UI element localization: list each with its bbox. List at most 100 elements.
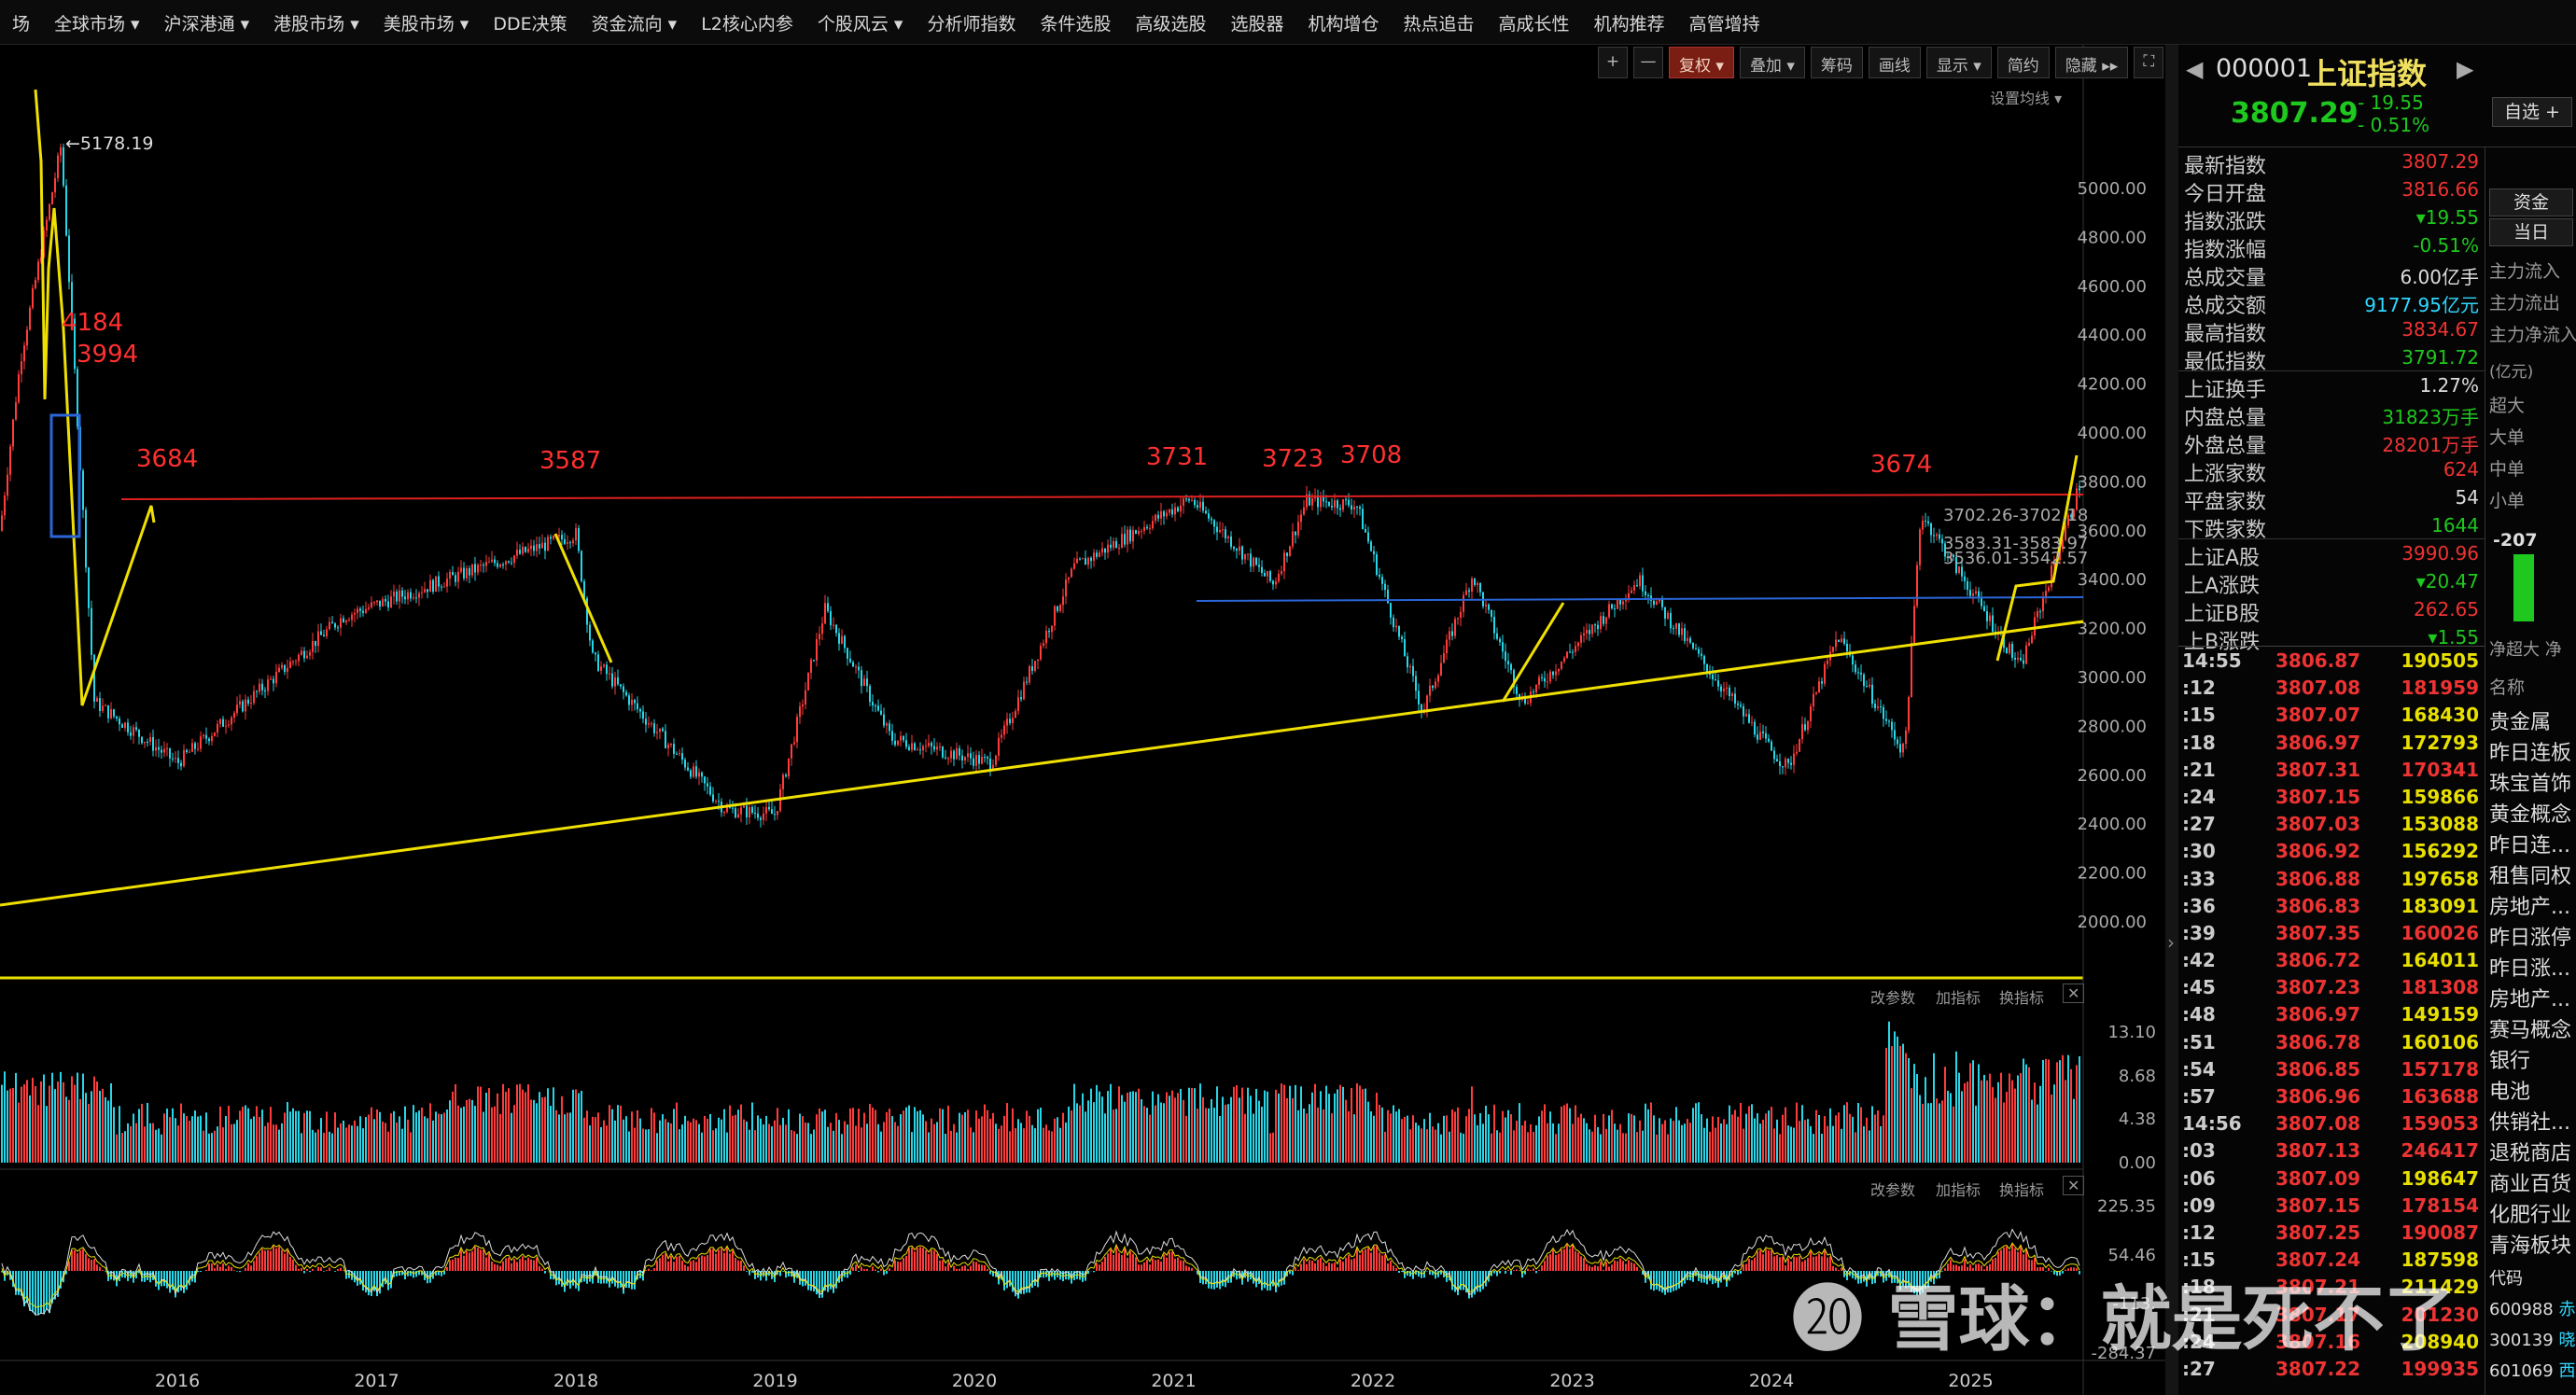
macd-bar	[1981, 1265, 1982, 1271]
kline-candle-body	[729, 807, 731, 809]
macd-switch-indicator[interactable]: 换指标	[1999, 1181, 2045, 1199]
top-menu-item[interactable]: 资金流向 ▾	[591, 13, 678, 35]
top-menu-item[interactable]: 港股市场 ▾	[273, 13, 359, 35]
volume-bar	[1040, 1108, 1042, 1163]
volume-bar	[1600, 1134, 1602, 1163]
top-menu-item[interactable]: 场	[12, 13, 31, 35]
code-item[interactable]: 601069 西	[2489, 1358, 2575, 1382]
top-menu-item[interactable]: 选股器	[1230, 13, 1284, 35]
sector-item[interactable]: 租售同权	[2489, 865, 2572, 888]
add-watchlist-button[interactable]: 自选 +	[2492, 97, 2572, 127]
top-menu-item[interactable]: 机构推荐	[1593, 13, 1665, 35]
next-stock-icon[interactable]: ▶	[2457, 56, 2474, 82]
sector-item[interactable]: 商业百货	[2489, 1173, 2572, 1196]
macd-bar	[729, 1253, 731, 1271]
macd-change-param[interactable]: 改参数	[1870, 1181, 1916, 1199]
fuquan-button[interactable]: 复权 ▾	[1669, 47, 1734, 78]
vol-change-param[interactable]: 改参数	[1870, 989, 1916, 1007]
sector-item[interactable]: 昨日涨...	[2489, 957, 2570, 981]
top-menu-item[interactable]: DDE决策	[493, 13, 567, 35]
ma-setting-link[interactable]: 设置均线 ▾	[1990, 90, 2063, 107]
volume-bar	[1373, 1115, 1375, 1163]
panel-splitter[interactable]: ›	[2165, 45, 2178, 1395]
kline-candle-body	[1421, 704, 1422, 711]
top-menu-item[interactable]: 美股市场 ▾	[383, 13, 469, 35]
volume-bar	[1141, 1098, 1142, 1163]
hide-button[interactable]: 隐藏 ▸▸	[2054, 47, 2129, 78]
chart-svg[interactable]: 5000.004800.004600.004400.004200.004000.…	[0, 45, 2165, 1395]
volume-bar	[555, 1109, 557, 1163]
kline-candle-body	[959, 747, 960, 756]
kline-candle-body	[2067, 514, 2069, 526]
sector-item[interactable]: 房地产...	[2489, 988, 2570, 1011]
macd-bar	[1799, 1256, 1800, 1271]
prev-stock-icon[interactable]: ◀	[2186, 56, 2204, 82]
sector-item[interactable]: 电池	[2489, 1081, 2531, 1104]
sector-item[interactable]: 供销社...	[2489, 1111, 2570, 1135]
top-menu-item[interactable]: 高管增持	[1688, 13, 1760, 35]
sector-item[interactable]: 化肥行业	[2489, 1204, 2572, 1227]
kline-candle-body	[443, 586, 445, 588]
sector-item[interactable]: 珠宝首饰	[2489, 773, 2572, 796]
sector-item[interactable]: 黄金概念	[2489, 803, 2572, 827]
chip-distribution-button[interactable]: 筹码	[1810, 47, 1863, 78]
code-item[interactable]: 600988 赤	[2489, 1296, 2575, 1320]
vol-close-icon[interactable]: ✕	[2063, 983, 2085, 1003]
simple-mode-button[interactable]: 简约	[1996, 47, 2050, 78]
top-menu-item[interactable]: 个股风云 ▾	[817, 13, 903, 35]
zoom-in-button[interactable]: +	[1598, 47, 1628, 78]
tick-time: :48	[2182, 1003, 2216, 1026]
sector-item[interactable]: 昨日连板	[2489, 742, 2572, 765]
top-menu-item[interactable]: 高级选股	[1135, 13, 1207, 35]
vol-switch-indicator[interactable]: 换指标	[1999, 989, 2045, 1007]
top-menu-item[interactable]: 全球市场 ▾	[54, 13, 140, 35]
macd-close-icon[interactable]: ✕	[2063, 1176, 2085, 1195]
volume-bar	[432, 1120, 434, 1163]
top-menu-item[interactable]: 条件选股	[1040, 13, 1112, 35]
kline-candle-body	[497, 563, 498, 567]
zoom-out-button[interactable]: —	[1633, 47, 1663, 78]
macd-bar	[1314, 1262, 1316, 1271]
macd-bar	[298, 1268, 300, 1271]
macd-bar	[709, 1249, 711, 1271]
sector-item[interactable]: 赛马概念	[2489, 1019, 2572, 1042]
volume-bar	[1594, 1114, 1596, 1163]
volume-bar	[1281, 1083, 1282, 1163]
sector-item[interactable]: 昨日连...	[2489, 834, 2570, 858]
today-tab[interactable]: 当日	[2489, 218, 2573, 246]
kline-candle-body	[1051, 625, 1053, 633]
fullscreen-icon[interactable]: ⛶	[2134, 47, 2164, 78]
top-menu-item[interactable]: 沪深港通 ▾	[163, 13, 250, 35]
kline-candle-body	[385, 599, 386, 602]
sector-item[interactable]: 房地产...	[2489, 896, 2570, 919]
volume-bar	[399, 1116, 400, 1163]
top-menu-item[interactable]: 机构增仓	[1308, 13, 1379, 35]
sector-item[interactable]: 银行	[2489, 1050, 2531, 1073]
kline-candle-body	[1082, 558, 1084, 560]
vol-add-indicator[interactable]: 加指标	[1936, 989, 1981, 1007]
macd-add-indicator[interactable]: 加指标	[1936, 1181, 1981, 1199]
kline-candle-body	[222, 718, 224, 727]
kline-chart-area[interactable]: 5000.00 4800.00 4600.00 4400.00 4200.00 4000.…	[0, 45, 2165, 1395]
tick-list[interactable]: 14:55 3806.87 190505:12 3807.08 181959:15 380…	[2178, 646, 2485, 1382]
macd-bar	[1835, 1267, 1837, 1271]
volume-bar	[1978, 1064, 1980, 1163]
kline-candle-body	[415, 597, 417, 599]
sector-item[interactable]: 贵金属	[2489, 711, 2552, 734]
sector-item[interactable]: 昨日涨停	[2489, 927, 2572, 950]
top-menu-item[interactable]: 高成长性	[1498, 13, 1570, 35]
fund-tab[interactable]: 资金	[2489, 188, 2573, 216]
volume-bar	[1530, 1123, 1532, 1163]
volume-bar	[1731, 1114, 1733, 1163]
overlay-button[interactable]: 叠加 ▾	[1739, 47, 1805, 78]
top-menu-item[interactable]: 分析师指数	[927, 13, 1016, 35]
top-menu-item[interactable]: 热点追击	[1403, 13, 1475, 35]
code-item[interactable]: 代码	[2489, 1265, 2523, 1290]
code-item[interactable]: 300139 晓	[2489, 1327, 2575, 1351]
draw-line-button[interactable]: 画线	[1868, 47, 1921, 78]
sector-item[interactable]: 退税商店	[2489, 1142, 2572, 1165]
display-button[interactable]: 显示 ▾	[1925, 47, 1992, 78]
volume-bar	[1379, 1105, 1380, 1163]
top-menu-item[interactable]: L2核心内参	[701, 13, 793, 35]
sector-item[interactable]: 青海板块	[2489, 1235, 2572, 1258]
